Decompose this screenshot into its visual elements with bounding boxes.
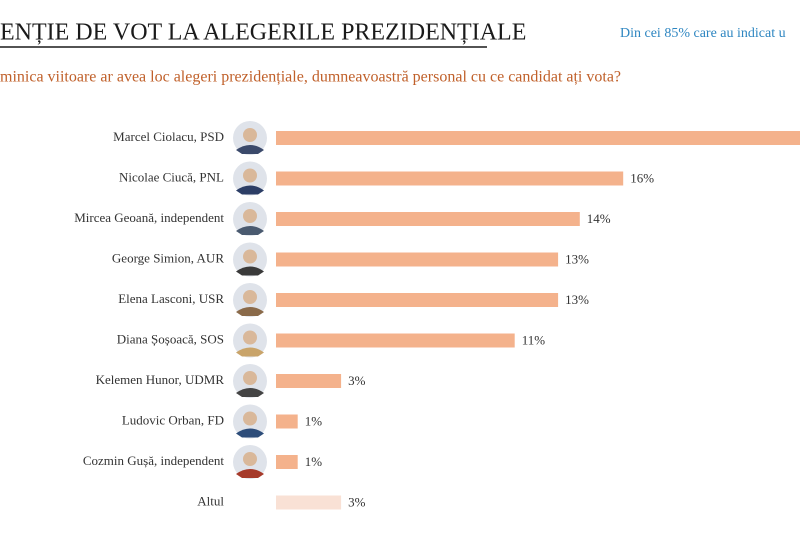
candidate-photo-body	[236, 226, 264, 235]
candidate-photo-head	[243, 330, 257, 345]
candidate-photo-head	[243, 128, 257, 142]
category-label: Cozmin Gușă, independent	[83, 453, 225, 468]
candidate-photo-body	[236, 185, 264, 195]
value-label: 1%	[305, 454, 323, 469]
candidate-photo-head	[243, 249, 257, 264]
candidate-photo-body	[236, 388, 264, 397]
bar	[276, 212, 580, 226]
candidate-photo-body	[236, 347, 264, 357]
bar	[276, 131, 800, 145]
value-label: 11%	[522, 332, 546, 347]
category-label: Ludovic Orban, FD	[122, 412, 224, 427]
bar	[276, 252, 559, 267]
value-label: 13%	[565, 251, 589, 266]
bar	[276, 293, 559, 307]
bar	[276, 374, 342, 388]
candidate-photo-head	[243, 290, 257, 304]
value-label: 3%	[348, 494, 366, 509]
candidate-photo-head	[243, 168, 257, 183]
value-label: 3%	[348, 373, 366, 388]
candidate-photo-head	[243, 209, 257, 223]
candidate-photo-head	[243, 411, 257, 426]
category-label: Diana Șoșoacă, SOS	[117, 331, 224, 346]
chart-title: ENȚIE DE VOT LA ALEGERILE PREZIDENȚIALE	[0, 20, 526, 46]
category-label: Kelemen Hunor, UDMR	[96, 372, 225, 387]
bar	[276, 333, 515, 348]
candidate-photo-body	[236, 266, 264, 276]
value-label: 13%	[565, 292, 589, 307]
category-label: Nicolae Ciucă, PNL	[119, 169, 224, 184]
value-label: 14%	[587, 211, 611, 226]
category-label: Mircea Geoană, independent	[74, 210, 224, 225]
category-label: George Simion, AUR	[112, 250, 224, 265]
note: Din cei 85% care au indicat u	[620, 26, 786, 41]
candidate-photo-body	[236, 469, 264, 478]
candidate-photo-head	[243, 371, 257, 385]
category-label: Altul	[197, 493, 224, 508]
subtitle: minica viitoare ar avea loc alegeri prez…	[0, 69, 621, 86]
value-label: 1%	[305, 413, 323, 428]
value-label: 16%	[630, 170, 654, 185]
category-label: Marcel Ciolacu, PSD	[113, 129, 224, 144]
candidate-photo-body	[236, 145, 264, 154]
bar	[276, 414, 298, 429]
candidate-photo-body	[236, 428, 264, 438]
bar	[276, 171, 624, 186]
bar	[276, 495, 342, 510]
candidate-photo-head	[243, 452, 257, 466]
category-label: Elena Lasconi, USR	[118, 291, 224, 306]
candidate-photo-body	[236, 307, 264, 316]
bar	[276, 455, 298, 469]
